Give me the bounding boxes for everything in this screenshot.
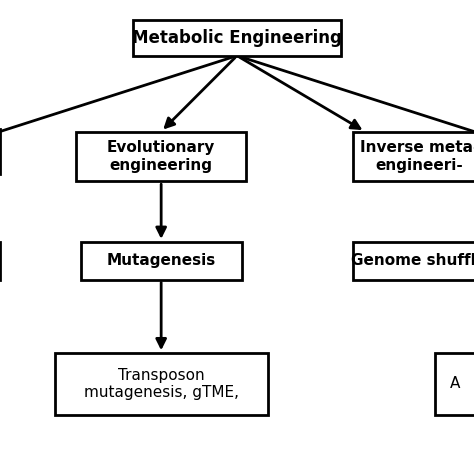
FancyBboxPatch shape [81,242,242,280]
FancyBboxPatch shape [353,242,474,280]
Text: Evolutionary
engineering: Evolutionary engineering [107,140,215,173]
Text: Genome shuffli-: Genome shuffli- [351,253,474,268]
FancyBboxPatch shape [133,20,341,56]
Text: Metabolic Engineering: Metabolic Engineering [132,29,342,47]
Text: A: A [450,376,460,392]
Text: Inverse meta-
engineeri-: Inverse meta- engineeri- [360,140,474,173]
FancyBboxPatch shape [353,131,474,181]
FancyBboxPatch shape [76,131,246,181]
Text: Mutagenesis: Mutagenesis [107,253,216,268]
FancyBboxPatch shape [435,353,474,415]
Text: Transposon
mutagenesis, gTME,: Transposon mutagenesis, gTME, [83,368,239,400]
FancyBboxPatch shape [55,353,268,415]
